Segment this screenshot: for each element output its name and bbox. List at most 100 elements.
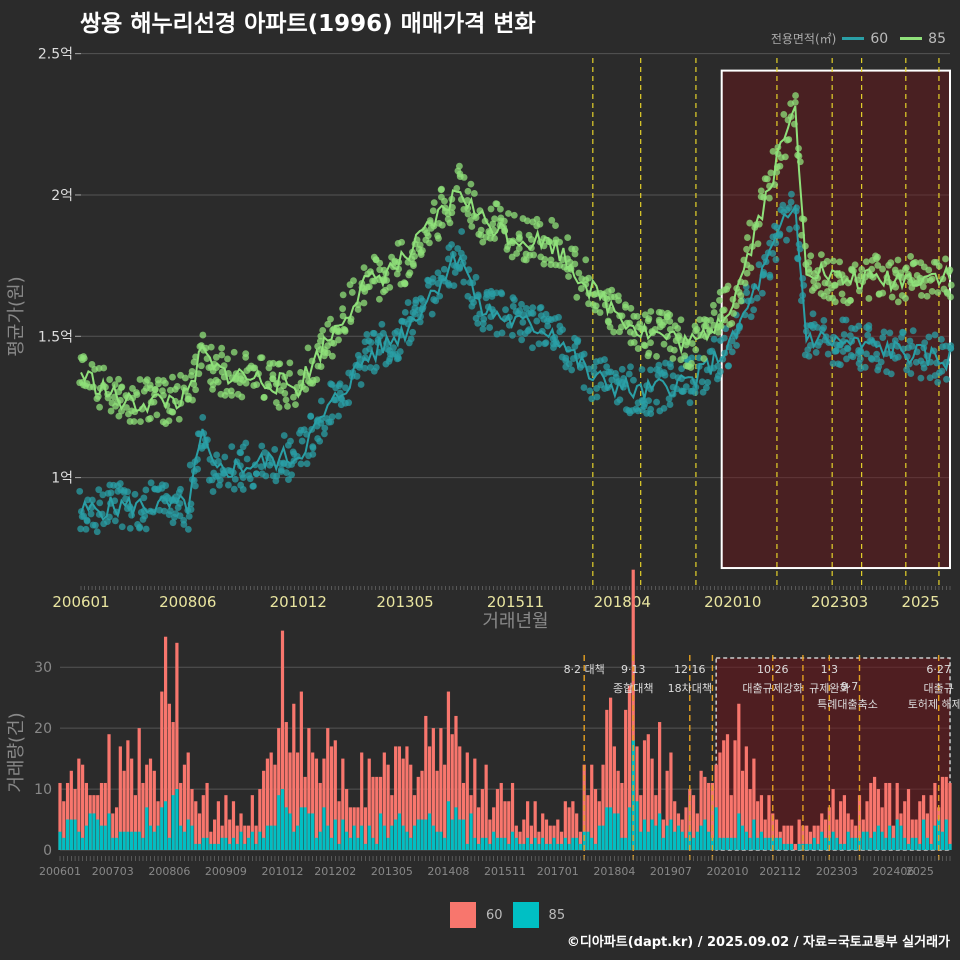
bar-60	[382, 752, 386, 850]
bar-85	[593, 843, 598, 850]
bar-60	[243, 825, 247, 850]
bar-85	[627, 807, 632, 850]
bar-60	[510, 782, 515, 850]
bar-85	[861, 831, 865, 850]
data-point	[313, 376, 321, 383]
data-point	[942, 255, 949, 263]
bar-60	[435, 770, 439, 850]
data-point	[456, 162, 463, 170]
data-point	[216, 476, 224, 484]
data-point	[404, 299, 412, 306]
bar-60	[182, 764, 187, 850]
bar-85	[925, 837, 929, 850]
bar-85	[431, 825, 435, 850]
data-point	[666, 401, 674, 408]
data-point	[660, 404, 668, 412]
data-point	[269, 359, 277, 367]
data-point	[189, 396, 196, 404]
data-point	[111, 517, 119, 525]
data-point	[829, 360, 837, 367]
data-point	[80, 353, 87, 360]
data-point	[571, 250, 579, 258]
policy-annotation: 대출규제강화	[742, 682, 803, 695]
bar-85	[842, 843, 847, 850]
bar-60	[567, 807, 571, 850]
data-point	[309, 450, 317, 458]
bar-85	[944, 819, 948, 850]
data-point	[199, 414, 207, 421]
data-point	[717, 368, 724, 375]
data-point	[879, 334, 887, 341]
data-point	[479, 238, 487, 246]
bar-85	[575, 837, 579, 850]
bar-60	[835, 819, 839, 850]
bar-60	[345, 789, 349, 850]
data-point	[77, 525, 85, 533]
data-point	[763, 175, 771, 183]
data-point	[407, 335, 415, 343]
bar-60	[544, 819, 549, 850]
bar-x-tick-label: 201907	[650, 865, 692, 878]
bar-60	[722, 740, 726, 850]
x-tick-label: 202303	[811, 593, 868, 611]
y-tick-label: 2억	[51, 188, 73, 204]
data-point	[165, 511, 173, 518]
bar-85	[480, 837, 484, 850]
data-point	[724, 282, 732, 290]
policy-annotation: 12·16	[674, 663, 706, 676]
data-point	[509, 302, 517, 310]
data-point	[653, 352, 660, 360]
bar-60	[141, 782, 145, 850]
bar-60	[292, 703, 296, 850]
data-point	[446, 219, 454, 227]
data-point	[257, 463, 265, 471]
bar-85	[684, 837, 688, 850]
data-point	[468, 223, 476, 230]
data-point	[879, 265, 886, 273]
policy-annotation: 8·2 대책	[564, 663, 605, 676]
data-point	[477, 231, 485, 239]
bar-60	[427, 746, 432, 850]
data-point	[458, 228, 466, 235]
bar-60	[752, 758, 756, 850]
data-point	[707, 317, 715, 324]
data-point	[224, 481, 232, 489]
data-point	[928, 287, 936, 295]
bar-60	[733, 740, 737, 850]
data-point	[230, 485, 238, 493]
bar-85	[608, 807, 613, 850]
bar-85	[559, 843, 564, 850]
bar-60	[774, 819, 779, 850]
data-point	[253, 470, 260, 478]
data-point	[117, 384, 125, 391]
data-point	[603, 363, 611, 371]
data-point	[361, 364, 369, 372]
data-point	[682, 383, 690, 391]
data-point	[451, 269, 459, 276]
bar-85	[201, 837, 205, 850]
bar-60	[394, 746, 398, 850]
data-point	[737, 292, 745, 299]
bar-60	[559, 831, 564, 850]
bar-85	[326, 825, 330, 850]
bar-60	[360, 752, 364, 850]
footer-credit: ©디아파트(dapt.kr) / 2025.09.02 / 자료=국토교통부 실…	[566, 935, 950, 950]
bar-85	[213, 843, 217, 850]
data-point	[846, 332, 854, 340]
bar-60	[250, 795, 254, 850]
data-point	[565, 360, 573, 368]
data-point	[139, 516, 147, 523]
bar-85	[197, 843, 202, 850]
bar-85	[375, 843, 379, 850]
bar-60	[903, 801, 907, 850]
bar-85	[348, 837, 352, 850]
data-point	[894, 256, 902, 264]
data-point	[925, 266, 933, 274]
data-point	[261, 449, 269, 456]
bar-85	[246, 837, 251, 850]
bar-60	[356, 807, 360, 850]
data-point	[118, 407, 125, 415]
data-point	[96, 403, 103, 411]
